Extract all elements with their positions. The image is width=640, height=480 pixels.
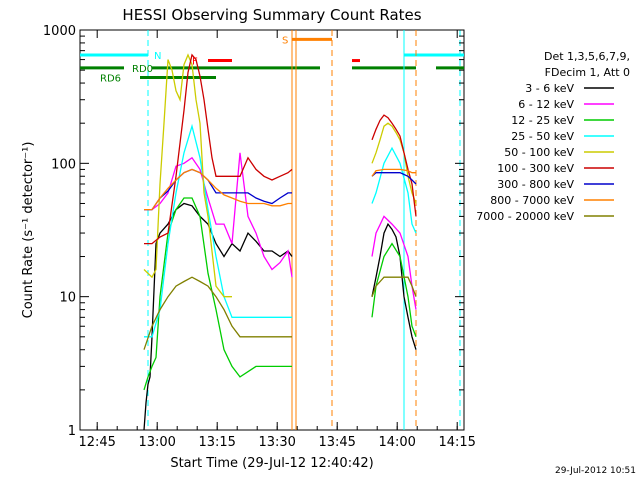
legend-label: 800 - 7000 keV bbox=[490, 194, 574, 207]
x-tick-label: 13:00 bbox=[138, 435, 175, 450]
y-tick-label: 1000 bbox=[43, 24, 76, 39]
legend-label: 7000 - 20000 keV bbox=[476, 210, 574, 223]
series-layer bbox=[143, 53, 417, 431]
y-axis-ticks: 1 10 100 1000 bbox=[43, 24, 464, 439]
x-axis-ticks: 12:45 13:00 13:15 13:30 13:45 14:00 14:15 bbox=[78, 30, 476, 450]
series-line-4 bbox=[143, 53, 232, 298]
x-axis-label: Start Time (29-Jul-12 12:40:42) bbox=[170, 456, 373, 471]
flag-label-rd0: RD0 bbox=[132, 64, 153, 75]
x-tick-label: 13:30 bbox=[258, 435, 295, 450]
series-line-7 bbox=[144, 168, 292, 211]
series-line-5 bbox=[144, 53, 293, 245]
series-line-2 bbox=[371, 242, 417, 338]
plot-area bbox=[79, 29, 465, 431]
series-line-3 bbox=[144, 123, 292, 338]
series-line-8 bbox=[371, 276, 417, 297]
x-tick-label: 12:45 bbox=[78, 435, 115, 450]
flag-label-rd6: RD6 bbox=[100, 74, 121, 85]
legend-label: 6 - 12 keV bbox=[518, 98, 574, 111]
series-line-2 bbox=[143, 197, 292, 391]
legend-header-line-1: Det 1,3,5,6,7,9, bbox=[544, 50, 630, 63]
series-line-0 bbox=[371, 222, 417, 350]
series-line-1 bbox=[371, 215, 417, 310]
series-line-6 bbox=[144, 168, 292, 211]
legend-label: 100 - 300 keV bbox=[497, 162, 574, 175]
x-tick-label: 14:00 bbox=[378, 435, 415, 450]
legend-label: 12 - 25 keV bbox=[511, 114, 574, 127]
y-tick-label: 1 bbox=[68, 424, 76, 439]
legend: Det 1,3,5,6,7,9, FDecim 1, Att 0 3 - 6 k… bbox=[476, 50, 630, 223]
y-tick-label: 10 bbox=[59, 291, 76, 306]
series-line-5 bbox=[371, 114, 417, 217]
series-line-0 bbox=[143, 202, 293, 431]
series-line-6 bbox=[371, 172, 417, 185]
series-line-8 bbox=[143, 276, 292, 350]
time-markers bbox=[147, 30, 461, 430]
legend-header-line-2: FDecim 1, Att 0 bbox=[545, 66, 630, 79]
plot-frame bbox=[79, 29, 465, 431]
legend-label: 300 - 800 keV bbox=[497, 178, 574, 191]
x-tick-label: 13:45 bbox=[318, 435, 355, 450]
flag-label-s: S bbox=[282, 35, 288, 46]
series-line-4 bbox=[371, 122, 417, 204]
legend-label: 50 - 100 keV bbox=[504, 146, 574, 159]
legend-label: 25 - 50 keV bbox=[511, 130, 574, 143]
series-line-3 bbox=[371, 146, 417, 234]
flag-label-n: N bbox=[154, 51, 161, 62]
timestamp: 29-Jul-2012 10:51 bbox=[555, 466, 636, 476]
legend-label: 3 - 6 keV bbox=[525, 82, 574, 95]
flag-label-f: F bbox=[192, 57, 198, 68]
y-tick-label: 100 bbox=[51, 157, 76, 172]
y-axis-label: Count Rate (s⁻¹ detector⁻¹) bbox=[21, 142, 36, 319]
x-tick-label: 14:15 bbox=[438, 435, 475, 450]
x-tick-label: 13:15 bbox=[198, 435, 235, 450]
series-line-7 bbox=[371, 168, 416, 177]
chart-title: HESSI Observing Summary Count Rates bbox=[122, 6, 421, 24]
